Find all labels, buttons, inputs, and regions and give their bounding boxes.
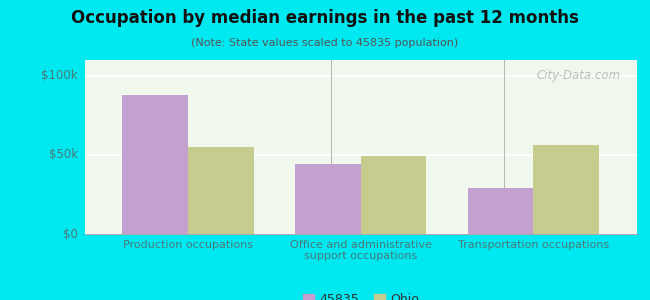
Text: $50k: $50k (49, 148, 78, 161)
Bar (188, 147, 254, 234)
Bar (295, 164, 361, 234)
Bar (361, 157, 426, 234)
Bar (468, 188, 534, 234)
Text: City-Data.com: City-Data.com (536, 69, 620, 82)
Text: $0: $0 (63, 227, 78, 241)
Legend: 45835, Ohio: 45835, Ohio (298, 288, 424, 300)
Text: (Note: State values scaled to 45835 population): (Note: State values scaled to 45835 popu… (191, 38, 459, 47)
Text: $100k: $100k (42, 69, 78, 82)
Text: Occupation by median earnings in the past 12 months: Occupation by median earnings in the pas… (71, 9, 579, 27)
Bar (534, 146, 599, 234)
Bar (122, 95, 188, 234)
